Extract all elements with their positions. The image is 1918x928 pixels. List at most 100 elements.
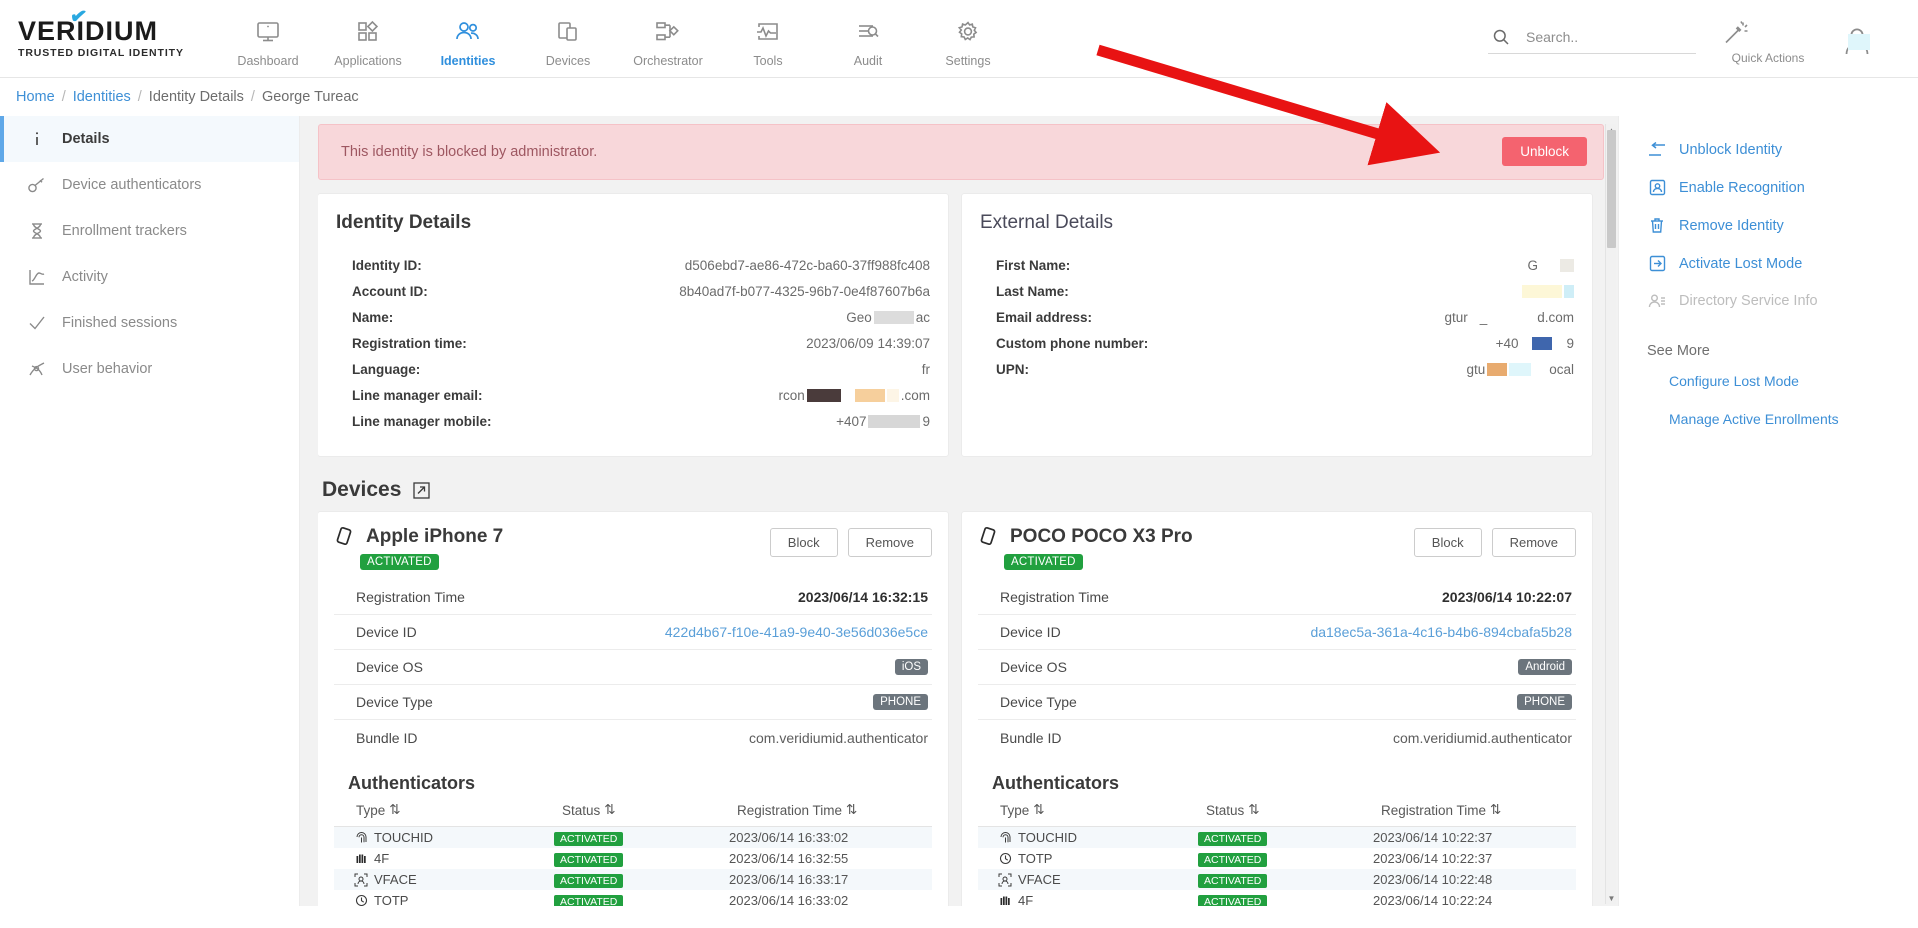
action-manage-active-enrollments[interactable]: Manage Active Enrollments	[1669, 411, 1839, 427]
device-row-device-id: Device ID 422d4b67-f10e-41a9-9e40-3e56d0…	[334, 615, 932, 650]
scrollbar-thumb[interactable]	[1607, 130, 1616, 248]
table-row[interactable]: 4F ACTIVATED 2023/06/14 10:22:24	[978, 890, 1576, 906]
nav-item-tools[interactable]: Tools	[718, 10, 818, 68]
nav-item-dashboard[interactable]: Dashboard	[218, 10, 318, 68]
external-value-email-mid: _	[1479, 309, 1488, 325]
auth-column-status[interactable]: Status ⇅	[1206, 802, 1381, 818]
auth-column-registration-time-label: Registration Time	[737, 802, 843, 818]
device-value-device-type: PHONE	[873, 694, 928, 710]
action-remove-identity[interactable]: Remove Identity	[1647, 217, 1918, 234]
device-remove-button[interactable]: Remove	[847, 528, 932, 557]
external-row-custom-phone-number: Custom phone number: +40 9	[980, 330, 1574, 356]
redaction-block	[854, 388, 885, 402]
fingerprint-icon	[348, 831, 374, 845]
identity-key-line-manager-mobile: Line manager mobile:	[352, 413, 492, 429]
redaction-block	[1564, 284, 1574, 298]
auth-column-registration-time[interactable]: Registration Time ⇅	[1381, 802, 1501, 818]
table-row[interactable]: VFACE ACTIVATED 2023/06/14 16:33:17	[334, 869, 932, 890]
nav-label-audit: Audit	[853, 53, 883, 68]
clock-icon	[992, 852, 1018, 865]
sidebar-item-details[interactable]: Details	[0, 116, 299, 162]
authenticators-table-header: Type ⇅ Status ⇅ Registration Time ⇅	[978, 802, 1576, 827]
device-status-badge: ACTIVATED	[1004, 554, 1083, 570]
device-block-button[interactable]: Block	[769, 528, 838, 557]
action-configure-lost-mode[interactable]: Configure Lost Mode	[1669, 373, 1799, 389]
nav-label-settings: Settings	[945, 53, 991, 68]
open-external-icon[interactable]	[413, 481, 431, 499]
sidebar-item-activity[interactable]: Activity	[0, 254, 299, 300]
nav-item-settings[interactable]: Settings	[918, 10, 1018, 68]
nav-item-applications[interactable]: Applications	[318, 10, 418, 68]
quick-actions-button[interactable]: Quick Actions	[1722, 13, 1814, 65]
nav-label-tools: Tools	[753, 53, 783, 68]
device-row-bundle-id: Bundle ID com.veridiumid.authenticator	[978, 720, 1576, 755]
table-row[interactable]: TOUCHID ACTIVATED 2023/06/14 10:22:37	[978, 827, 1576, 848]
device-row-device-os: Device OS Android	[978, 650, 1576, 685]
external-value-last-name	[1522, 284, 1574, 298]
fingerprint-icon	[992, 831, 1018, 845]
brand-logo[interactable]: VERIDIUM ✔ TRUSTED DIGITAL IDENTITY	[0, 5, 200, 59]
redaction-block	[842, 388, 853, 402]
nav-item-audit[interactable]: Audit	[818, 10, 918, 68]
nav-item-orchestrator[interactable]: Orchestrator	[618, 10, 718, 68]
auth-column-type[interactable]: Type ⇅	[1000, 802, 1206, 818]
auth-type: VFACE	[1018, 872, 1061, 887]
external-row-first-name: First Name: G	[980, 252, 1574, 278]
action-enable-recognition[interactable]: Enable Recognition	[1647, 179, 1918, 196]
auth-column-registration-time[interactable]: Registration Time ⇅	[737, 802, 857, 818]
device-rotate-icon	[978, 526, 1000, 548]
auth-column-status[interactable]: Status ⇅	[562, 802, 737, 818]
device-key-registration-time: Registration Time	[1000, 589, 1109, 605]
sidebar-label-user-behavior: User behavior	[62, 361, 153, 377]
redaction-block	[886, 388, 899, 402]
table-row[interactable]: TOUCHID ACTIVATED 2023/06/14 16:33:02	[334, 827, 932, 848]
sidebar-item-finished-sessions[interactable]: Finished sessions	[0, 300, 299, 346]
device-value-device-os: Android	[1518, 659, 1572, 675]
unblock-button[interactable]: Unblock	[1502, 137, 1587, 166]
nav-label-applications: Applications	[334, 53, 402, 68]
redaction-block	[1489, 310, 1536, 324]
main-menu: Dashboard Applications Identities	[218, 10, 1018, 68]
table-row[interactable]: VFACE ACTIVATED 2023/06/14 10:22:48	[978, 869, 1576, 890]
table-row[interactable]: 4F ACTIVATED 2023/06/14 16:32:55	[334, 848, 932, 869]
nav-item-devices[interactable]: Devices	[518, 10, 618, 68]
external-key-last-name: Last Name:	[996, 283, 1069, 299]
identity-value-line-manager-mobile: +407 9	[836, 414, 930, 429]
sidebar-item-device-authenticators[interactable]: Device authenticators	[0, 162, 299, 208]
identity-value-account-id: 8b40ad7f-b077-4325-96b7-0e4f87607b6a	[679, 283, 930, 299]
identity-value-mobile-suffix: 9	[922, 413, 930, 429]
face-scan-icon	[992, 873, 1018, 887]
identity-key-registration-time: Registration time:	[352, 335, 467, 351]
auth-column-type[interactable]: Type ⇅	[356, 802, 562, 818]
redaction-block	[1509, 362, 1532, 376]
breadcrumb-separator: /	[137, 89, 142, 105]
auth-registration-time: 2023/06/14 10:22:24	[1373, 893, 1493, 906]
main-scrollbar[interactable]: ▲ ▼	[1605, 124, 1616, 904]
external-value-email-address: gtur _ d.com	[1444, 310, 1574, 325]
search-input[interactable]	[1524, 28, 1674, 46]
identity-details-card: Identity Details Identity ID: d506ebd7-a…	[318, 194, 948, 456]
avatar[interactable]	[1840, 20, 1898, 58]
device-remove-button[interactable]: Remove	[1491, 528, 1576, 557]
scroll-down-arrow-icon[interactable]: ▼	[1607, 893, 1616, 903]
action-unblock-identity[interactable]: Unblock Identity	[1647, 142, 1918, 158]
action-activate-lost-mode[interactable]: Activate Lost Mode	[1647, 255, 1918, 272]
table-row[interactable]: TOTP ACTIVATED 2023/06/14 10:22:37	[978, 848, 1576, 869]
hourglass-icon	[26, 222, 48, 240]
auth-status: ACTIVATED	[554, 830, 729, 846]
brand-name-text: VERIDIUM	[18, 16, 159, 46]
table-row[interactable]: TOTP ACTIVATED 2023/06/14 16:33:02	[334, 890, 932, 906]
nav-item-identities[interactable]: Identities	[418, 10, 518, 68]
device-value-registration-time: 2023/06/14 10:22:07	[1442, 589, 1572, 605]
page-layout: Details Device authenticators Enrollment…	[0, 116, 1918, 906]
breadcrumb-item-identities[interactable]: Identities	[72, 89, 131, 105]
search-box[interactable]	[1488, 24, 1696, 54]
device-value-device-id[interactable]: da18ec5a-361a-4c16-b4b6-894cbafa5b28	[1310, 624, 1572, 640]
device-value-device-id[interactable]: 422d4b67-f10e-41a9-9e40-3e56d036e5ce	[664, 624, 928, 640]
sidebar-item-user-behavior[interactable]: User behavior	[0, 346, 299, 392]
redaction-block	[1487, 362, 1508, 376]
breadcrumb-item-home[interactable]: Home	[16, 89, 55, 105]
sidebar-item-enrollment-trackers[interactable]: Enrollment trackers	[0, 208, 299, 254]
device-block-button[interactable]: Block	[1413, 528, 1482, 557]
auth-type: 4F	[1018, 893, 1034, 906]
